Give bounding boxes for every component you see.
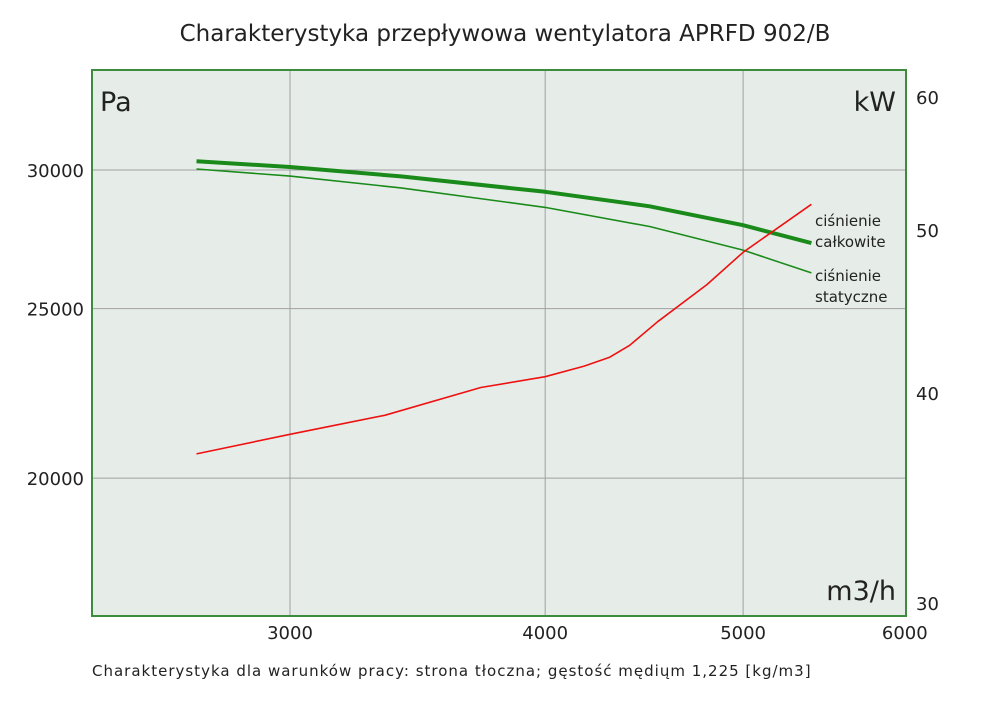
x-tick-label: 3000 [267,623,313,644]
y2-tick-label: 40 [916,384,939,405]
series-label: statyczne [815,288,888,306]
y-axis-label: Pa [100,87,132,118]
series-line-1 [196,168,812,274]
plot-area [91,69,907,617]
series-line-0 [196,159,812,246]
chart-title: Charakterystyka przepływowa wentylatora … [180,21,831,47]
x-tick-label: 6000 [882,623,928,644]
x-tick-label: 5000 [720,623,766,644]
y2-tick-label: 30 [916,594,939,615]
x-tick-label: 4000 [522,623,568,644]
y2-tick-label: 60 [916,88,939,109]
series-label: ciśnienie [815,267,881,285]
y-tick-label: 25000 [27,300,84,321]
y2-tick-label: 50 [916,221,939,242]
series-label: całkowite [815,233,886,251]
y2-axis-label: kW [854,87,896,118]
y-tick-label: 20000 [27,469,84,490]
y-tick-label: 30000 [27,161,84,182]
series-line-2 [196,203,812,455]
series-label: ciśnienie [815,212,881,230]
chart-caption: Charakterystyka dla warunków pracy: stro… [92,662,812,680]
x-axis-label: m3/h [826,576,896,607]
